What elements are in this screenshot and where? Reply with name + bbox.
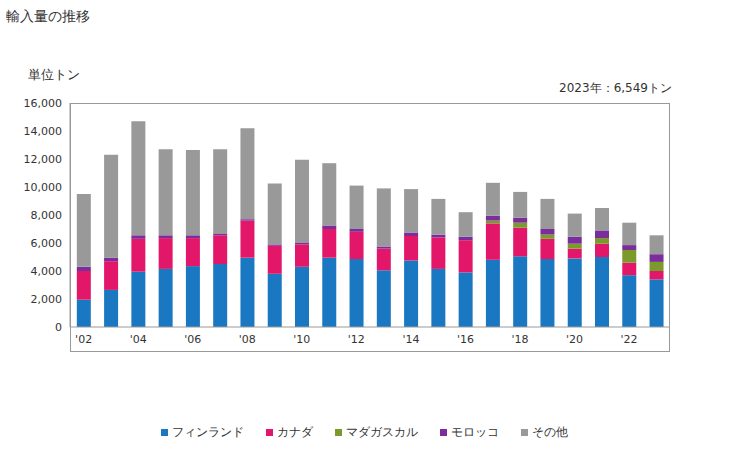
svg-text:4,000: 4,000 <box>31 265 63 278</box>
svg-text:14,000: 14,000 <box>24 125 63 138</box>
svg-text:8,000: 8,000 <box>31 209 63 222</box>
svg-text:'16: '16 <box>457 333 474 346</box>
svg-text:'10: '10 <box>293 333 310 346</box>
svg-text:10,000: 10,000 <box>24 181 63 194</box>
svg-text:'20: '20 <box>566 333 583 346</box>
html-text:輸入量の推移: 輸入量の推移 <box>6 8 90 24</box>
svg-text:'22: '22 <box>621 333 638 346</box>
svg-text:6,000: 6,000 <box>31 237 63 250</box>
svg-text:'04: '04 <box>130 333 147 346</box>
html-text:マダガスカル: マダガスカル <box>346 425 418 439</box>
svg-text:0: 0 <box>55 321 62 334</box>
svg-text:'14: '14 <box>402 333 419 346</box>
svg-text:16,000: 16,000 <box>24 97 63 110</box>
svg-text:12,000: 12,000 <box>24 153 63 166</box>
svg-text:'08: '08 <box>239 333 256 346</box>
svg-text:'18: '18 <box>511 333 528 346</box>
svg-text:'06: '06 <box>184 333 201 346</box>
html-text:カナダ: カナダ <box>277 425 313 439</box>
svg-text:'12: '12 <box>348 333 365 346</box>
html-text:単位トン: 単位トン <box>28 67 80 82</box>
html-text:その他: その他 <box>532 425 568 439</box>
html-text:フィンランド: フィンランド <box>172 425 244 439</box>
svg-text:'02: '02 <box>75 333 92 346</box>
svg-text:2,000: 2,000 <box>31 293 63 306</box>
html-text:モロッコ: モロッコ <box>451 425 499 439</box>
html-text:2023年：6,549トン: 2023年：6,549トン <box>559 81 672 95</box>
